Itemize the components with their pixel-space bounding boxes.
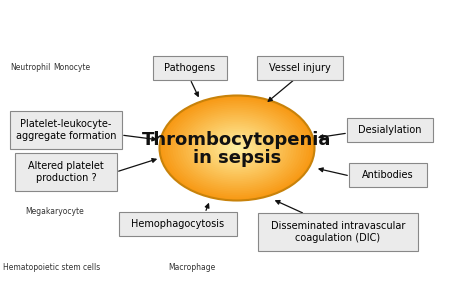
Ellipse shape xyxy=(191,117,283,180)
Ellipse shape xyxy=(224,139,250,157)
Ellipse shape xyxy=(198,122,276,174)
Ellipse shape xyxy=(167,101,307,195)
Text: Antibodies: Antibodies xyxy=(362,170,414,180)
Text: Neutrophil: Neutrophil xyxy=(10,63,50,72)
Ellipse shape xyxy=(227,141,247,155)
Text: in sepsis: in sepsis xyxy=(193,149,281,167)
Text: Disseminated intravascular
coagulation (DIC): Disseminated intravascular coagulation (… xyxy=(271,221,405,243)
Ellipse shape xyxy=(219,136,255,160)
FancyBboxPatch shape xyxy=(153,56,227,80)
FancyBboxPatch shape xyxy=(10,111,122,149)
Ellipse shape xyxy=(209,129,265,167)
Ellipse shape xyxy=(229,143,245,153)
FancyBboxPatch shape xyxy=(119,212,237,236)
Text: Vessel injury: Vessel injury xyxy=(269,63,331,73)
Ellipse shape xyxy=(188,115,286,181)
Ellipse shape xyxy=(183,111,291,185)
Ellipse shape xyxy=(193,118,281,178)
Text: Platelet-leukocyte-
aggregate formation: Platelet-leukocyte- aggregate formation xyxy=(16,119,116,141)
FancyBboxPatch shape xyxy=(257,56,343,80)
Ellipse shape xyxy=(178,108,296,188)
Ellipse shape xyxy=(214,132,260,164)
Text: Pathogens: Pathogens xyxy=(164,63,216,73)
Ellipse shape xyxy=(162,97,312,199)
Ellipse shape xyxy=(221,138,253,159)
Text: Desialylation: Desialylation xyxy=(358,125,422,135)
Ellipse shape xyxy=(201,124,273,173)
Text: Monocyte: Monocyte xyxy=(54,63,91,72)
Text: Hematopoietic stem cells: Hematopoietic stem cells xyxy=(3,263,100,272)
Text: Thrombocytopenia: Thrombocytopenia xyxy=(142,131,332,149)
Ellipse shape xyxy=(232,145,242,152)
Ellipse shape xyxy=(206,127,268,169)
Text: Hemophagocytosis: Hemophagocytosis xyxy=(131,219,225,229)
FancyBboxPatch shape xyxy=(258,213,418,251)
Ellipse shape xyxy=(175,106,299,190)
Ellipse shape xyxy=(196,120,278,176)
Ellipse shape xyxy=(159,95,315,201)
Text: Macrophage: Macrophage xyxy=(168,263,216,272)
FancyBboxPatch shape xyxy=(15,153,117,191)
Ellipse shape xyxy=(164,99,310,197)
Ellipse shape xyxy=(170,102,304,194)
FancyBboxPatch shape xyxy=(349,163,427,187)
Ellipse shape xyxy=(185,113,289,183)
Ellipse shape xyxy=(235,146,239,150)
Text: Megakaryocyte: Megakaryocyte xyxy=(26,208,84,216)
Ellipse shape xyxy=(211,131,263,166)
FancyBboxPatch shape xyxy=(347,118,433,142)
Ellipse shape xyxy=(180,110,294,187)
Ellipse shape xyxy=(203,125,271,171)
Ellipse shape xyxy=(216,134,258,162)
Ellipse shape xyxy=(173,104,301,192)
Text: Altered platelet
production ?: Altered platelet production ? xyxy=(28,161,104,183)
